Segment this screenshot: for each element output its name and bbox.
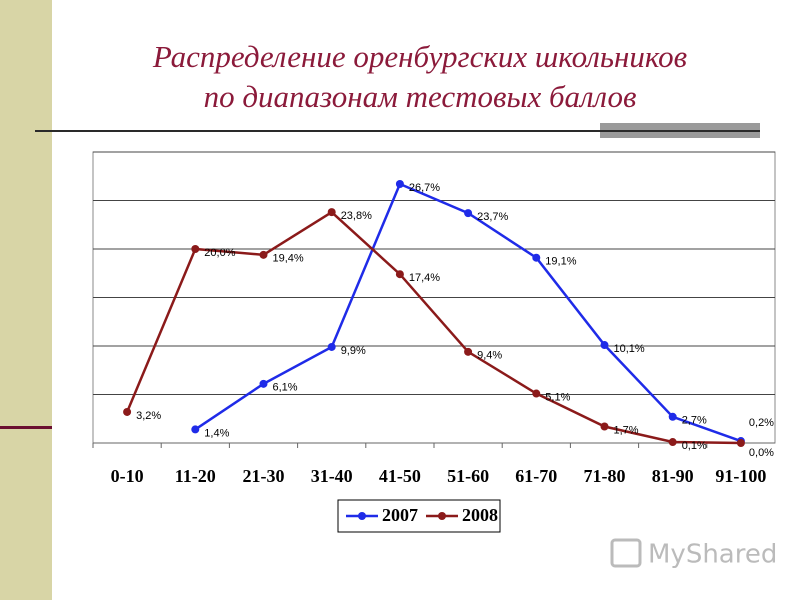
value-label: 5,1%	[545, 391, 570, 403]
data-point	[123, 407, 132, 416]
value-label: 6,1%	[273, 382, 298, 394]
x-tick-label: 51-60	[447, 466, 489, 486]
legend-label: 2007	[382, 505, 418, 525]
series-line	[125, 210, 741, 445]
data-point	[464, 209, 473, 218]
data-point	[327, 342, 336, 351]
value-label: 9,4%	[477, 350, 502, 362]
data-point	[191, 425, 200, 434]
legend-marker	[358, 512, 366, 520]
value-label: 19,1%	[545, 256, 576, 268]
chart-title: Распределение оренбургских школьников	[152, 39, 687, 74]
legend-marker	[438, 512, 446, 520]
x-tick-label: 61-70	[515, 466, 557, 486]
value-label: 23,8%	[341, 210, 372, 222]
data-point	[668, 438, 677, 447]
x-tick-label: 11-20	[175, 466, 216, 486]
value-label: 23,7%	[477, 211, 508, 223]
data-point	[736, 439, 745, 447]
data-point	[395, 180, 404, 189]
value-label: 2,7%	[682, 415, 707, 427]
x-tick-label: 41-50	[379, 466, 421, 486]
x-tick-label: 71-80	[584, 466, 626, 486]
data-point	[327, 208, 336, 217]
value-label: 9,9%	[341, 345, 366, 357]
data-point	[600, 422, 609, 431]
value-label: 19,4%	[273, 253, 304, 265]
x-tick-label: 31-40	[311, 466, 353, 486]
x-tick-label: 81-90	[652, 466, 694, 486]
x-tick-label: 0-10	[111, 466, 144, 486]
data-point	[600, 341, 609, 350]
legend-label: 2008	[462, 505, 498, 525]
data-point	[464, 347, 473, 356]
data-point	[259, 250, 268, 259]
value-label: 17,4%	[409, 272, 440, 284]
data-point	[532, 253, 541, 262]
value-label: 0,1%	[682, 440, 707, 452]
value-label: 1,4%	[204, 427, 229, 439]
side-accent	[0, 426, 52, 429]
value-label: 20,0%	[204, 247, 235, 259]
series-line	[194, 182, 742, 443]
value-label: 26,7%	[409, 182, 440, 194]
data-point	[259, 379, 268, 388]
value-label: 0,0%	[749, 447, 774, 459]
watermark: MyShared	[648, 540, 777, 570]
value-label: 3,2%	[136, 410, 161, 422]
x-tick-label: 21-30	[243, 466, 285, 486]
watermark-icon	[610, 538, 642, 568]
data-point	[668, 412, 677, 421]
chart-title: по диапазонам тестовых баллов	[204, 79, 637, 114]
side-bar	[0, 0, 52, 600]
value-label: 10,1%	[614, 343, 645, 355]
x-tick-label: 91-100	[715, 466, 766, 486]
data-point	[191, 245, 200, 253]
value-label: 0,2%	[749, 417, 774, 429]
value-label: 1,7%	[614, 424, 639, 436]
data-point	[532, 389, 541, 398]
data-point	[395, 270, 404, 279]
